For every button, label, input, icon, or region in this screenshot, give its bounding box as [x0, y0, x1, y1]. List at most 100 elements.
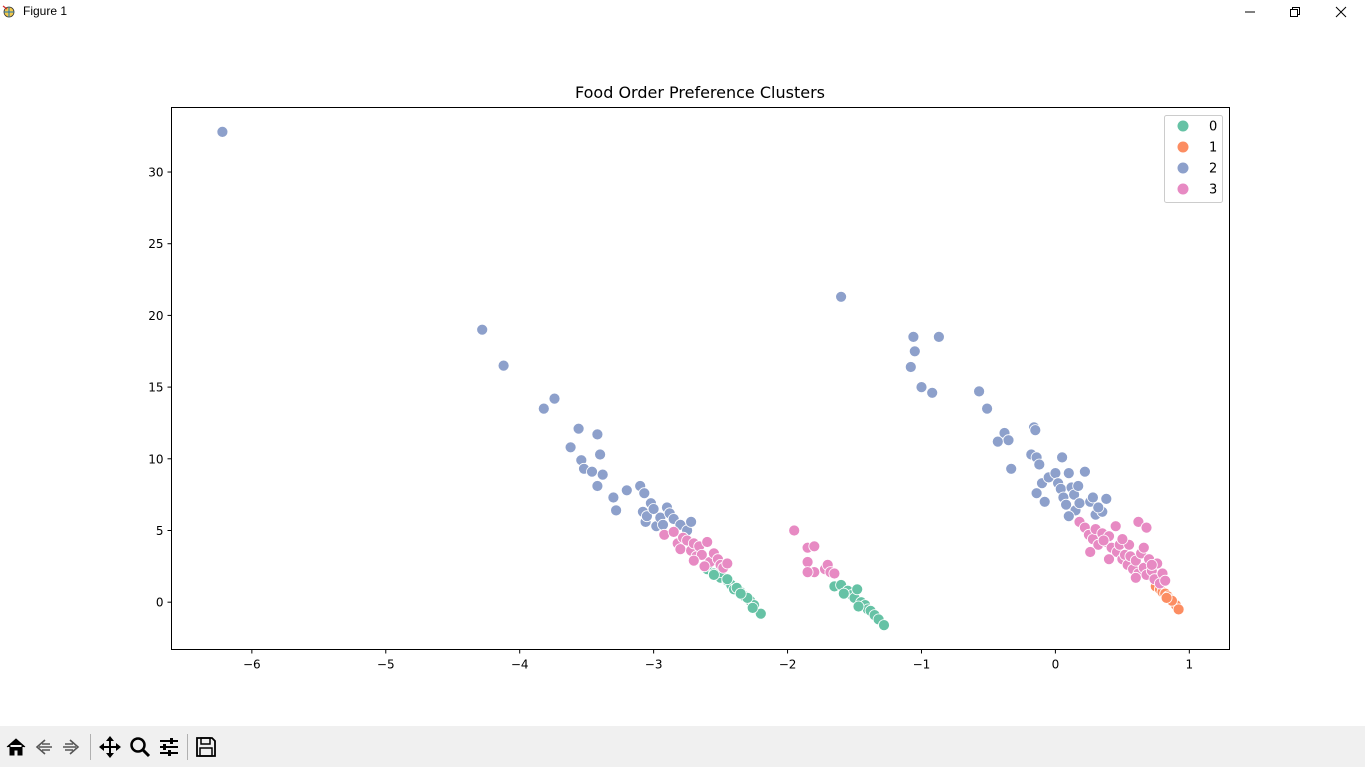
back-button[interactable] — [31, 734, 57, 760]
data-point-3 — [667, 525, 680, 538]
data-point-3 — [687, 554, 700, 567]
legend: 0 1 2 3 — [1164, 115, 1223, 203]
data-point-2 — [548, 392, 561, 405]
data-point-3 — [1159, 574, 1172, 587]
data-point-2 — [586, 465, 598, 478]
data-point-3 — [695, 549, 708, 561]
data-point-3 — [788, 524, 801, 537]
data-point-0 — [721, 573, 734, 586]
pan-icon — [99, 736, 121, 758]
home-button[interactable] — [3, 734, 29, 760]
data-point-2 — [1002, 434, 1015, 447]
data-point-2 — [610, 504, 622, 517]
y-tick-label: 20 — [148, 309, 163, 323]
data-point-2 — [657, 518, 669, 531]
data-point-2 — [607, 491, 620, 504]
data-point-0 — [708, 569, 720, 581]
minimize-button[interactable] — [1227, 0, 1273, 23]
data-point-2 — [1087, 491, 1099, 504]
title-bar: Figure 1 — [0, 0, 1365, 23]
data-point-2 — [1062, 510, 1075, 523]
data-point-2 — [685, 515, 697, 528]
legend-label: 0 — [1209, 120, 1217, 135]
chart-title: Food Order Preference Clusters — [575, 83, 825, 102]
data-point-2 — [594, 448, 606, 461]
x-tick-label: −1 — [913, 658, 931, 672]
legend-marker-3 — [1177, 183, 1189, 195]
y-tick-label: 30 — [148, 166, 163, 180]
data-point-2 — [572, 422, 585, 435]
close-button[interactable] — [1318, 0, 1364, 23]
data-point-0 — [734, 587, 747, 600]
data-point-3 — [1129, 571, 1142, 584]
data-point-1 — [1172, 603, 1185, 616]
data-point-2 — [835, 290, 847, 303]
toolbar-separator — [90, 734, 91, 760]
data-point-2 — [1029, 424, 1042, 437]
home-icon — [6, 738, 26, 756]
x-tick-label: −3 — [645, 658, 663, 672]
y-tick-label: 15 — [148, 381, 163, 395]
configure-subplots-button[interactable] — [156, 734, 182, 760]
x-tick-label: 0 — [1052, 658, 1060, 672]
scatter-chart: Food Order Preference Clusters −6 −5 −4 −3−… — [148, 83, 1230, 672]
data-point-0 — [852, 600, 865, 613]
data-point-3 — [1109, 520, 1122, 533]
toolbar-separator — [187, 734, 188, 760]
data-point-2 — [641, 510, 653, 523]
navigation-toolbar — [0, 726, 1365, 767]
data-point-2 — [1038, 495, 1051, 508]
data-point-2 — [537, 402, 550, 415]
forward-button[interactable] — [58, 734, 84, 760]
data-point-3 — [1145, 559, 1158, 571]
data-point-3 — [698, 560, 711, 573]
data-point-2 — [647, 503, 660, 515]
restore-icon — [1290, 6, 1300, 17]
y-tick-label: 25 — [148, 237, 163, 251]
y-axis: 0 5 10 15 20 25 30 — [148, 166, 172, 610]
data-point-3 — [1137, 541, 1150, 554]
save-icon — [196, 737, 216, 757]
data-point-2 — [908, 345, 921, 358]
configure-subplots-icon — [160, 738, 178, 756]
data-point-2 — [591, 480, 604, 492]
data-point-2 — [1060, 498, 1072, 511]
data-point-3 — [721, 557, 734, 570]
data-point-0 — [754, 607, 767, 620]
data-point-2 — [973, 385, 985, 398]
data-point-2 — [1005, 462, 1018, 475]
legend-frame — [1164, 115, 1223, 203]
legend-label: 1 — [1209, 141, 1217, 156]
zoom-button[interactable] — [127, 734, 153, 760]
zoom-icon — [130, 737, 151, 758]
pan-button[interactable] — [97, 734, 123, 760]
forward-icon — [63, 739, 80, 755]
data-point-2 — [1073, 497, 1086, 510]
data-point-0 — [837, 587, 850, 600]
figure-canvas: Food Order Preference Clusters −6 −5 −4 −3−… — [0, 23, 1365, 726]
data-point-2 — [216, 126, 229, 138]
data-point-2 — [1033, 458, 1046, 471]
data-point-2 — [564, 441, 577, 454]
data-point-3 — [1116, 533, 1129, 545]
data-point-3 — [1132, 515, 1145, 528]
maximize-button[interactable] — [1272, 0, 1318, 23]
data-point-3 — [1084, 546, 1097, 558]
legend-marker-0 — [1177, 120, 1189, 132]
data-point-2 — [907, 330, 920, 343]
save-button[interactable] — [193, 734, 219, 760]
data-point-2 — [904, 361, 917, 373]
data-point-2 — [1072, 480, 1085, 492]
data-point-2 — [933, 330, 945, 343]
app-icon — [2, 5, 15, 18]
data-point-3 — [1140, 521, 1153, 534]
data-point-3 — [1097, 534, 1110, 547]
data-point-2 — [926, 386, 939, 399]
data-point-2 — [1056, 451, 1068, 464]
legend-marker-2 — [1177, 162, 1189, 174]
data-point-0 — [878, 619, 890, 631]
data-point-3 — [801, 556, 814, 568]
data-point-2 — [1079, 465, 1091, 478]
data-point-2 — [591, 428, 604, 441]
plot-frame — [171, 107, 1230, 650]
